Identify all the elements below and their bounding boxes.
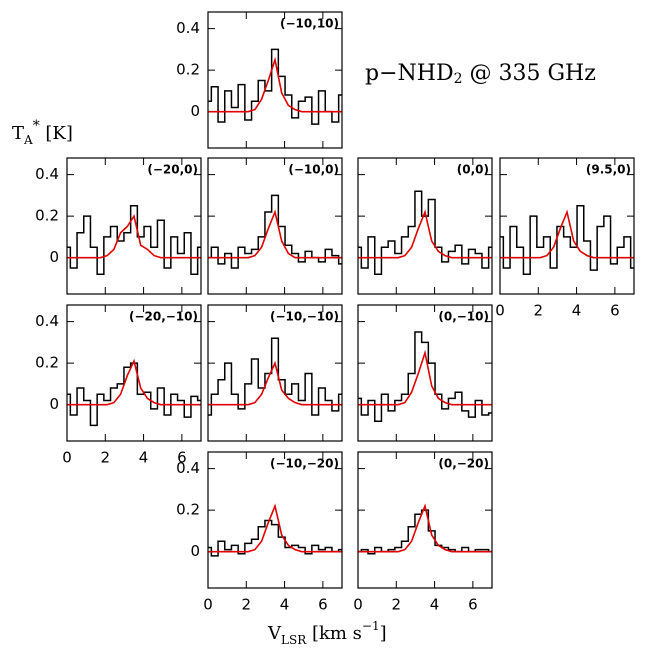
panel: (−10,0) <box>207 157 343 295</box>
x-tick-label: 6 <box>610 302 620 320</box>
panel: 0 2 4 6 (9.5,0) <box>495 157 635 320</box>
x-tick-label: 4 <box>430 596 440 614</box>
spectrum <box>500 205 634 276</box>
spectrum <box>67 362 201 427</box>
fit <box>358 349 492 406</box>
x-tick-label: 0 <box>203 596 213 614</box>
panel-frame <box>207 451 343 589</box>
spectrum <box>208 337 342 416</box>
panel-label: (0,−10) <box>438 310 489 324</box>
panel: (−10,−10) <box>207 304 343 442</box>
fit <box>208 503 342 553</box>
y-tick-label: 0.2 <box>35 354 59 372</box>
x-tick-label: 6 <box>318 596 328 614</box>
figure-title: p−NHD2 @ 335 GHz <box>365 61 596 87</box>
x-tick-label: 2 <box>242 596 252 614</box>
spectrum <box>358 190 492 276</box>
fit <box>208 56 342 113</box>
y-tick-label: 0.2 <box>176 501 200 519</box>
x-tick-label: 2 <box>101 449 111 467</box>
panel-frame <box>357 157 493 295</box>
panel-label: (0,0) <box>457 163 489 177</box>
y-tick-label: 0 <box>190 102 200 120</box>
panel: 0 0.2 0.4 (−20,0) <box>35 157 202 295</box>
panel: (0,−10) <box>357 304 493 442</box>
fit <box>67 358 201 406</box>
panel-label: (−20,−10) <box>129 310 198 324</box>
panel-label: (−10,0) <box>288 163 339 177</box>
y-tick-label: 0.4 <box>176 19 200 37</box>
fit <box>358 503 492 553</box>
y-tick-label: 0.4 <box>176 459 200 477</box>
x-tick-label: 0 <box>62 449 72 467</box>
x-tick-label: 0 <box>353 596 363 614</box>
panel-label: (−10,−10) <box>270 310 339 324</box>
spectrum <box>208 48 342 125</box>
y-tick-label: 0.2 <box>176 61 200 79</box>
x-axis-label: VLSR [km s−1] <box>267 619 387 647</box>
panel: 0 0.2 0.4 (−10,10) <box>176 11 343 149</box>
spectrum <box>67 205 201 276</box>
spectrum <box>358 509 492 555</box>
y-tick-label: 0 <box>49 395 59 413</box>
panel-frame <box>499 157 635 295</box>
x-tick-label: 4 <box>139 449 149 467</box>
panel-frame <box>357 451 493 589</box>
panel-frame <box>357 304 493 442</box>
x-tick-label: 2 <box>534 302 544 320</box>
x-tick-label: 2 <box>392 596 402 614</box>
fit <box>358 209 492 259</box>
spectrum <box>208 194 342 269</box>
fit <box>208 209 342 259</box>
x-tick-label: 6 <box>177 449 187 467</box>
y-tick-label: 0.4 <box>35 312 59 330</box>
panel-label: (−10,10) <box>280 17 339 31</box>
panel-label: (0,−20) <box>438 457 489 471</box>
panel: 0 0.2 0.4 0 2 4 6 (−10,−20) <box>176 451 343 614</box>
fit <box>500 209 634 259</box>
x-tick-label: 0 <box>495 302 505 320</box>
y-axis-label: TA* [K] <box>12 118 73 147</box>
panel-frame <box>207 304 343 442</box>
panel-label: (−20,0) <box>147 163 198 177</box>
y-tick-label: 0 <box>190 542 200 560</box>
x-tick-label: 6 <box>468 596 478 614</box>
spectrum <box>358 331 492 423</box>
fit <box>67 214 201 259</box>
y-tick-label: 0.2 <box>35 207 59 225</box>
panel-frame <box>66 157 202 295</box>
panel-label: (9.5,0) <box>586 163 631 177</box>
y-tick-label: 0 <box>49 248 59 266</box>
spectrum <box>208 519 342 557</box>
panel-frame <box>207 157 343 295</box>
panel-label: (−10,−20) <box>270 457 339 471</box>
panel-frame <box>207 11 343 149</box>
x-tick-label: 4 <box>280 596 290 614</box>
panel: (0,0) <box>357 157 493 295</box>
x-tick-label: 4 <box>572 302 582 320</box>
panel: 0 2 4 6 (0,−20) <box>353 451 493 614</box>
panel-frame <box>66 304 202 442</box>
fit <box>208 360 342 406</box>
y-tick-label: 0.4 <box>35 165 59 183</box>
panel: 0 0.2 0.4 0 2 4 6 (−20,−10) <box>35 304 202 467</box>
